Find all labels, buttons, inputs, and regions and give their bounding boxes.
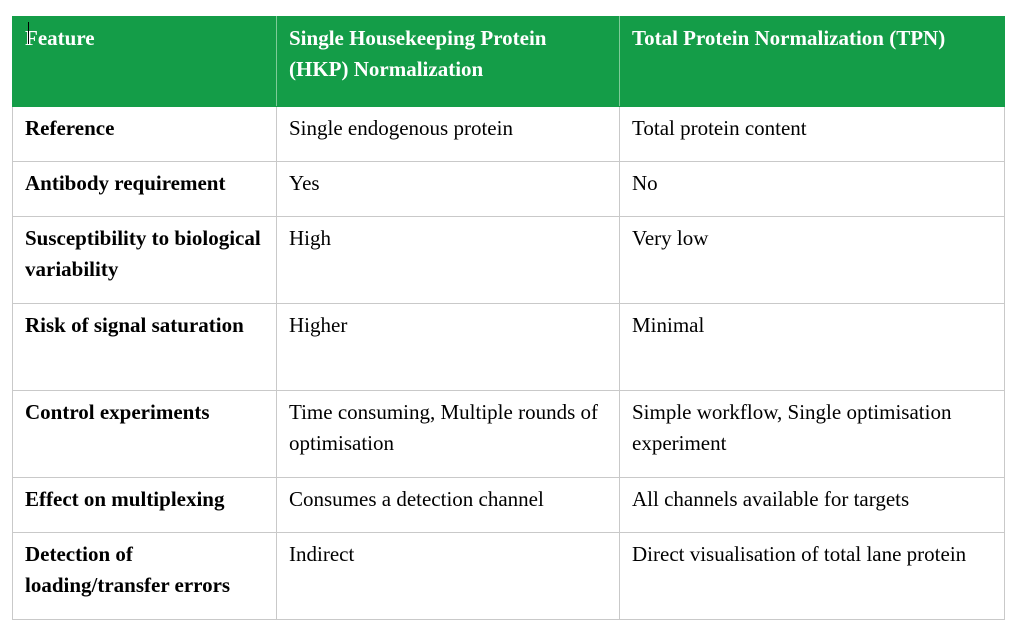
hkp-cell: Higher bbox=[276, 303, 620, 391]
hkp-cell: Indirect bbox=[276, 532, 620, 620]
table-row: Risk of signal saturation Higher Minimal bbox=[12, 303, 1005, 391]
feature-cell: Control experiments bbox=[12, 390, 277, 478]
feature-cell: Reference bbox=[12, 106, 277, 162]
table-row: Effect on multiplexing Consumes a detect… bbox=[12, 477, 1005, 533]
tpn-cell: Total protein content bbox=[619, 106, 1005, 162]
hkp-cell: Single endogenous protein bbox=[276, 106, 620, 162]
table-row: Susceptibility to biological variability… bbox=[12, 216, 1005, 304]
feature-cell: Effect on multiplexing bbox=[12, 477, 277, 533]
text-cursor bbox=[28, 22, 29, 44]
header-hkp: Single Housekeeping Protein (HKP) Normal… bbox=[276, 16, 620, 107]
table-row: Reference Single endogenous protein Tota… bbox=[12, 106, 1005, 162]
header-tpn: Total Protein Normalization (TPN) bbox=[619, 16, 1005, 107]
header-row: Feature Single Housekeeping Protein (HKP… bbox=[12, 16, 1005, 107]
feature-cell: Antibody requirement bbox=[12, 161, 277, 217]
tpn-cell: Direct visualisation of total lane prote… bbox=[619, 532, 1005, 620]
feature-cell: Detection of loading/transfer errors bbox=[12, 532, 277, 620]
hkp-cell: Time consuming, Multiple rounds of optim… bbox=[276, 390, 620, 478]
tpn-cell: All channels available for targets bbox=[619, 477, 1005, 533]
hkp-cell: Yes bbox=[276, 161, 620, 217]
table-row: Antibody requirement Yes No bbox=[12, 161, 1005, 217]
tpn-cell: Minimal bbox=[619, 303, 1005, 391]
tpn-cell: Simple workflow, Single optimisation exp… bbox=[619, 390, 1005, 478]
hkp-cell: High bbox=[276, 216, 620, 304]
feature-cell: Susceptibility to biological variability bbox=[12, 216, 277, 304]
table-header: Feature Single Housekeeping Protein (HKP… bbox=[12, 16, 1005, 107]
hkp-cell: Consumes a detection channel bbox=[276, 477, 620, 533]
tpn-cell: No bbox=[619, 161, 1005, 217]
table-row: Control experiments Time consuming, Mult… bbox=[12, 390, 1005, 478]
comparison-table: Feature Single Housekeeping Protein (HKP… bbox=[12, 16, 1005, 620]
table-row: Detection of loading/transfer errors Ind… bbox=[12, 532, 1005, 620]
header-feature: Feature bbox=[12, 16, 277, 107]
tpn-cell: Very low bbox=[619, 216, 1005, 304]
feature-cell: Risk of signal saturation bbox=[12, 303, 277, 391]
table-body: Reference Single endogenous protein Tota… bbox=[12, 106, 1005, 620]
